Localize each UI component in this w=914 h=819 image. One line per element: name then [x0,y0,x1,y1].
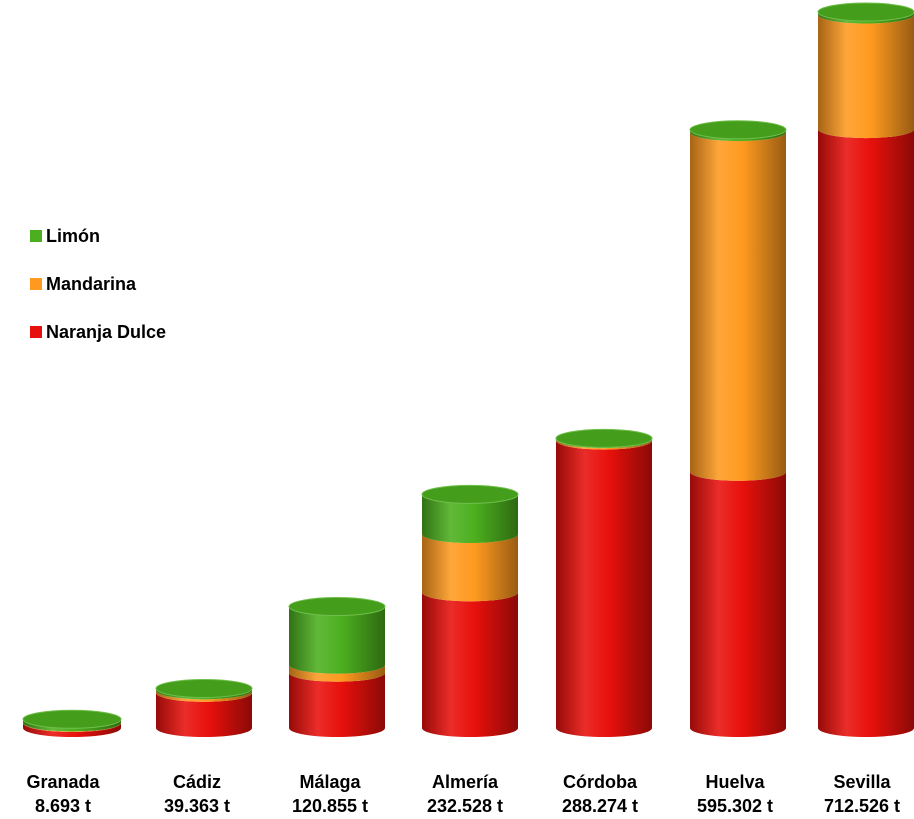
segment-limón [690,129,786,142]
segment-limón [23,719,121,732]
segment-limón [422,494,518,544]
bar-top-cap [155,678,253,698]
bar-top-cap [22,709,122,729]
bar-huelva [689,120,787,737]
bar-málaga [288,597,386,737]
segment-mandarina [156,690,252,702]
category-label-cordoba: Córdoba 288.274 t [535,770,665,818]
category-total: 595.302 t [696,796,774,816]
legend: Limón Mandarina Naranja Dulce [30,226,166,370]
segment-naranja-dulce [156,692,252,737]
category-label-malaga: Málaga 120.855 t [265,770,395,818]
segment-limón [289,606,385,674]
legend-label-limon: Limón [46,225,100,246]
category-total: 8.693 t [34,796,92,816]
category-name: Córdoba [563,772,637,792]
legend-item-naranja-dulce: Naranja Dulce [30,322,166,342]
category-label-sevilla: Sevilla 712.526 t [797,770,914,818]
category-label-huelva: Huelva 595.302 t [670,770,800,818]
segment-mandarina [818,14,914,139]
category-total: 120.855 t [291,796,369,816]
bar-top-cap [288,597,386,617]
category-label-granada: Granada 8.693 t [0,770,128,818]
legend-label-mandarina: Mandarina [46,273,137,294]
segment-mandarina [556,439,652,450]
legend-item-limon: Limón [30,226,166,246]
category-name: Huelva [705,772,765,792]
segment-naranja-dulce [23,722,121,737]
segment-mandarina [422,534,518,602]
segment-limón [818,12,914,24]
category-total: 288.274 t [561,796,639,816]
segment-mandarina [690,132,786,481]
legend-label-naranja-dulce: Naranja Dulce [46,321,167,342]
category-name: Granada [26,772,100,792]
category-name: Almería [431,772,499,792]
category-name: Sevilla [833,772,891,792]
bar-sevilla [817,2,914,738]
bar-almería [421,484,519,737]
category-label-almeria: Almería 232.528 t [400,770,530,818]
segment-mandarina [289,664,385,682]
segment-naranja-dulce [818,129,914,738]
legend-swatch-naranja-dulce [30,326,42,338]
category-name: Cádiz [172,772,221,792]
segment-naranja-dulce [690,471,786,737]
bar-top-cap [817,2,914,22]
category-name: Málaga [299,772,361,792]
bar-granada [22,709,122,737]
legend-item-mandarina: Mandarina [30,274,166,294]
bar-top-cap [689,120,787,140]
bar-cádiz [155,678,253,737]
segment-naranja-dulce [422,592,518,737]
legend-swatch-limon [30,230,42,242]
bar-top-cap [421,484,519,504]
category-total: 712.526 t [823,796,901,816]
bar-top-cap [555,428,653,448]
segment-naranja-dulce [556,440,652,737]
category-total: 232.528 t [426,796,504,816]
category-label-cadiz: Cádiz 39.363 t [132,770,262,818]
segment-naranja-dulce [289,672,385,737]
category-total: 39.363 t [163,796,231,816]
legend-swatch-mandarina [30,278,42,290]
bar-córdoba [555,428,653,737]
